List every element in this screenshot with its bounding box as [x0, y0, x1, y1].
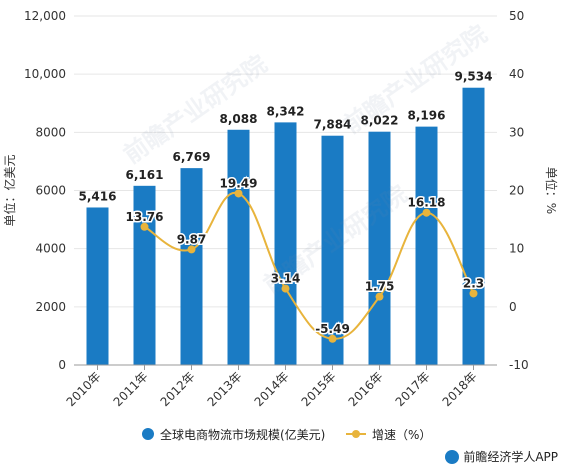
- bar: [368, 131, 391, 365]
- y-left-tick-label: 12,000: [24, 9, 66, 23]
- y-left-tick-label: 4000: [35, 242, 66, 256]
- growth-value-label: 19.49: [220, 176, 258, 190]
- bar-value-label: 8,342: [267, 104, 305, 118]
- y-right-tick-label: 50: [509, 9, 524, 23]
- bar: [227, 129, 250, 365]
- bar: [180, 168, 203, 365]
- growth-point: [140, 222, 149, 231]
- x-axis: 2010年 2011年 2012年 2013年 2014年 2015年 2016年 2017年…: [64, 364, 497, 409]
- y-right-tick-label: 10: [509, 242, 524, 256]
- x-tick-label: 2013年: [205, 369, 245, 409]
- bar: [321, 135, 344, 365]
- growth-point: [187, 245, 196, 254]
- bar: [274, 122, 297, 365]
- bar: [415, 126, 438, 366]
- legend-line-marker-dot: [352, 430, 360, 438]
- right-axis: -10 0 10 20 30 40 50 单位：%: [509, 9, 559, 372]
- legend-line-label: 增速（%）: [372, 428, 431, 442]
- growth-point: [422, 208, 431, 217]
- y-right-tick-label: -10: [509, 358, 529, 372]
- bar-value-label: 7,884: [314, 118, 352, 132]
- growth-value-label: 2.3: [463, 276, 484, 290]
- y-left-tick-label: 2000: [35, 300, 66, 314]
- growth-value-label: -5.49: [315, 322, 350, 336]
- bar-value-label: 8,022: [361, 114, 399, 128]
- x-tick-label: 2010年: [64, 369, 104, 409]
- bar-value-label: 9,534: [455, 70, 493, 84]
- y-left-tick-label: 6000: [35, 184, 66, 198]
- bar-value-label: 8,196: [408, 109, 446, 123]
- growth-point: [469, 289, 478, 298]
- x-tick-label: 2016年: [346, 369, 386, 409]
- x-tick-label: 2015年: [299, 369, 339, 409]
- bar-value-label: 5,416: [79, 189, 117, 203]
- y-left-tick-label: 8000: [35, 125, 66, 139]
- x-tick-label: 2017年: [393, 369, 433, 409]
- line-series: 13.76 9.87 19.49 3.14 -5.49 1.75 16.18 2.3: [124, 175, 486, 343]
- bar-value-label: 6,161: [126, 168, 164, 182]
- legend-bar-marker: [142, 428, 154, 440]
- x-tick-label: 2018年: [440, 369, 480, 409]
- y-left-axis-label: 单位：亿美元: [2, 154, 17, 226]
- growth-point: [375, 292, 384, 301]
- growth-point: [234, 189, 243, 198]
- y-right-tick-label: 0: [509, 300, 517, 314]
- y-left-tick-label: 10,000: [24, 67, 66, 81]
- y-right-tick-label: 20: [509, 184, 524, 198]
- growth-value-label: 1.75: [365, 280, 395, 294]
- growth-value-label: 9.87: [177, 232, 207, 246]
- bar-value-label: 8,088: [220, 112, 258, 126]
- x-tick-label: 2012年: [158, 369, 198, 409]
- x-tick-label: 2014年: [252, 369, 292, 409]
- y-right-tick-label: 30: [509, 125, 524, 139]
- growth-point: [281, 284, 290, 293]
- growth-value-label: 16.18: [408, 196, 446, 210]
- legend: 全球电商物流市场规模(亿美元) 增速（%）: [142, 427, 431, 442]
- y-right-axis-label: 单位：%: [544, 167, 559, 214]
- y-left-tick-label: 0: [58, 358, 66, 372]
- bar: [462, 87, 485, 366]
- growth-point: [328, 334, 337, 343]
- legend-bar-label: 全球电商物流市场规模(亿美元): [160, 427, 325, 442]
- growth-value-label: 13.76: [126, 210, 164, 224]
- footer-text: 前瞻经济学人APP: [463, 450, 558, 464]
- app-logo-icon: [445, 449, 460, 464]
- bar-value-label: 6,769: [173, 150, 211, 164]
- x-tick-label: 2011年: [111, 369, 151, 409]
- left-axis: 0 2000 4000 6000 8000 10,000 12,000 单位：亿美元: [2, 9, 66, 372]
- bar: [86, 207, 109, 365]
- growth-value-label: 3.14: [271, 272, 301, 286]
- footer: 前瞻经济学人APP: [445, 448, 558, 465]
- y-right-tick-label: 40: [509, 67, 524, 81]
